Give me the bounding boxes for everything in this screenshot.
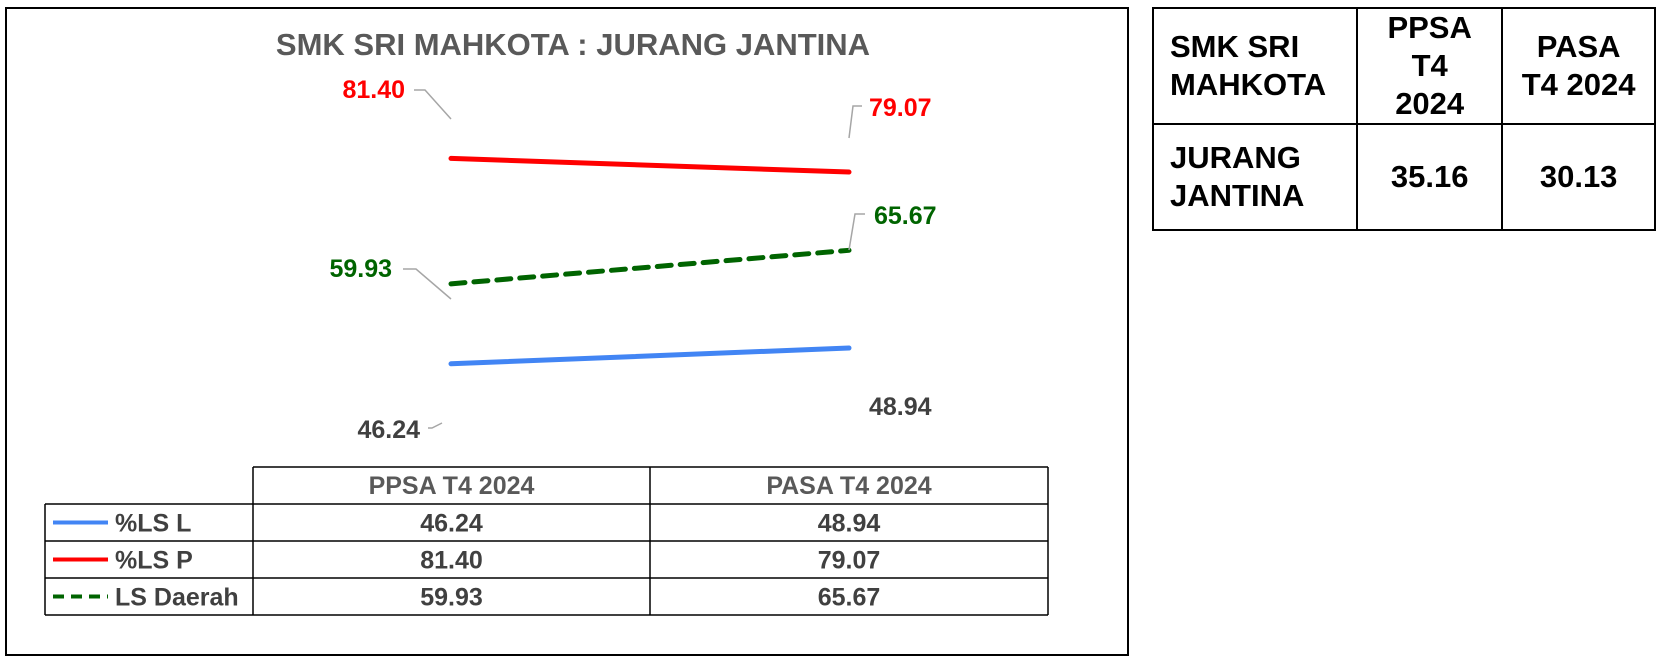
table-category-label: PASA T4 2024: [766, 472, 931, 500]
legend-label-ls-p: %LS P: [115, 547, 193, 575]
data-label-ls-l: 46.24: [357, 416, 420, 444]
side-value-ppsa: 35.16: [1356, 123, 1504, 231]
data-label-ls-p: 79.07: [869, 94, 932, 122]
table-category-label: PPSA T4 2024: [369, 472, 535, 500]
side-row-label: JURANG JANTINA: [1151, 123, 1359, 231]
legend-label-ls-daerah: LS Daerah: [115, 584, 239, 612]
label-leader-ls-daerah: [848, 213, 865, 251]
table-value-ls-daerah: 65.67: [818, 584, 881, 612]
label-leader-ls-p: [848, 105, 862, 139]
side-table-header-row: SMK SRI MAHKOTA PPSA T4 2024 PASA T4 2024: [1151, 7, 1656, 125]
series-line-ls-l: [448, 345, 852, 367]
chart-title: SMK SRI MAHKOTA : JURANG JANTINA: [276, 27, 870, 62]
data-label-ls-daerah: 65.67: [874, 202, 937, 230]
side-header-ppsa: PPSA T4 2024: [1356, 7, 1504, 125]
chart-panel: SMK SRI MAHKOTA : JURANG JANTINA 81.40 79…: [5, 7, 1129, 656]
data-label-ls-p: 81.40: [342, 76, 405, 104]
label-leader-ls-p: [414, 89, 452, 120]
label-leader-ls-daerah: [403, 268, 452, 300]
table-value-ls-p: 79.07: [818, 547, 881, 575]
side-header-school: SMK SRI MAHKOTA: [1151, 7, 1359, 125]
side-value-pasa: 30.13: [1501, 123, 1656, 231]
data-label-ls-l: 48.94: [869, 393, 932, 421]
label-leader-ls-l: [428, 422, 443, 429]
side-header-pasa: PASA T4 2024: [1501, 7, 1656, 125]
legend-label-ls-l: %LS L: [115, 510, 191, 538]
jurang-jantina-table: SMK SRI MAHKOTA PPSA T4 2024 PASA T4 2024 J…: [1151, 7, 1656, 231]
table-value-ls-p: 81.40: [420, 547, 483, 575]
series-line-ls-p: [448, 155, 852, 175]
line-chart: SMK SRI MAHKOTA : JURANG JANTINA 81.40 79…: [44, 27, 1049, 616]
table-value-ls-l: 48.94: [818, 510, 881, 538]
table-value-ls-daerah: 59.93: [420, 584, 483, 612]
table-value-ls-l: 46.24: [420, 510, 483, 538]
series-line-ls-daerah: [448, 247, 852, 287]
data-label-ls-daerah: 59.93: [329, 255, 392, 283]
side-table-row: JURANG JANTINA 35.16 30.13: [1151, 123, 1656, 231]
